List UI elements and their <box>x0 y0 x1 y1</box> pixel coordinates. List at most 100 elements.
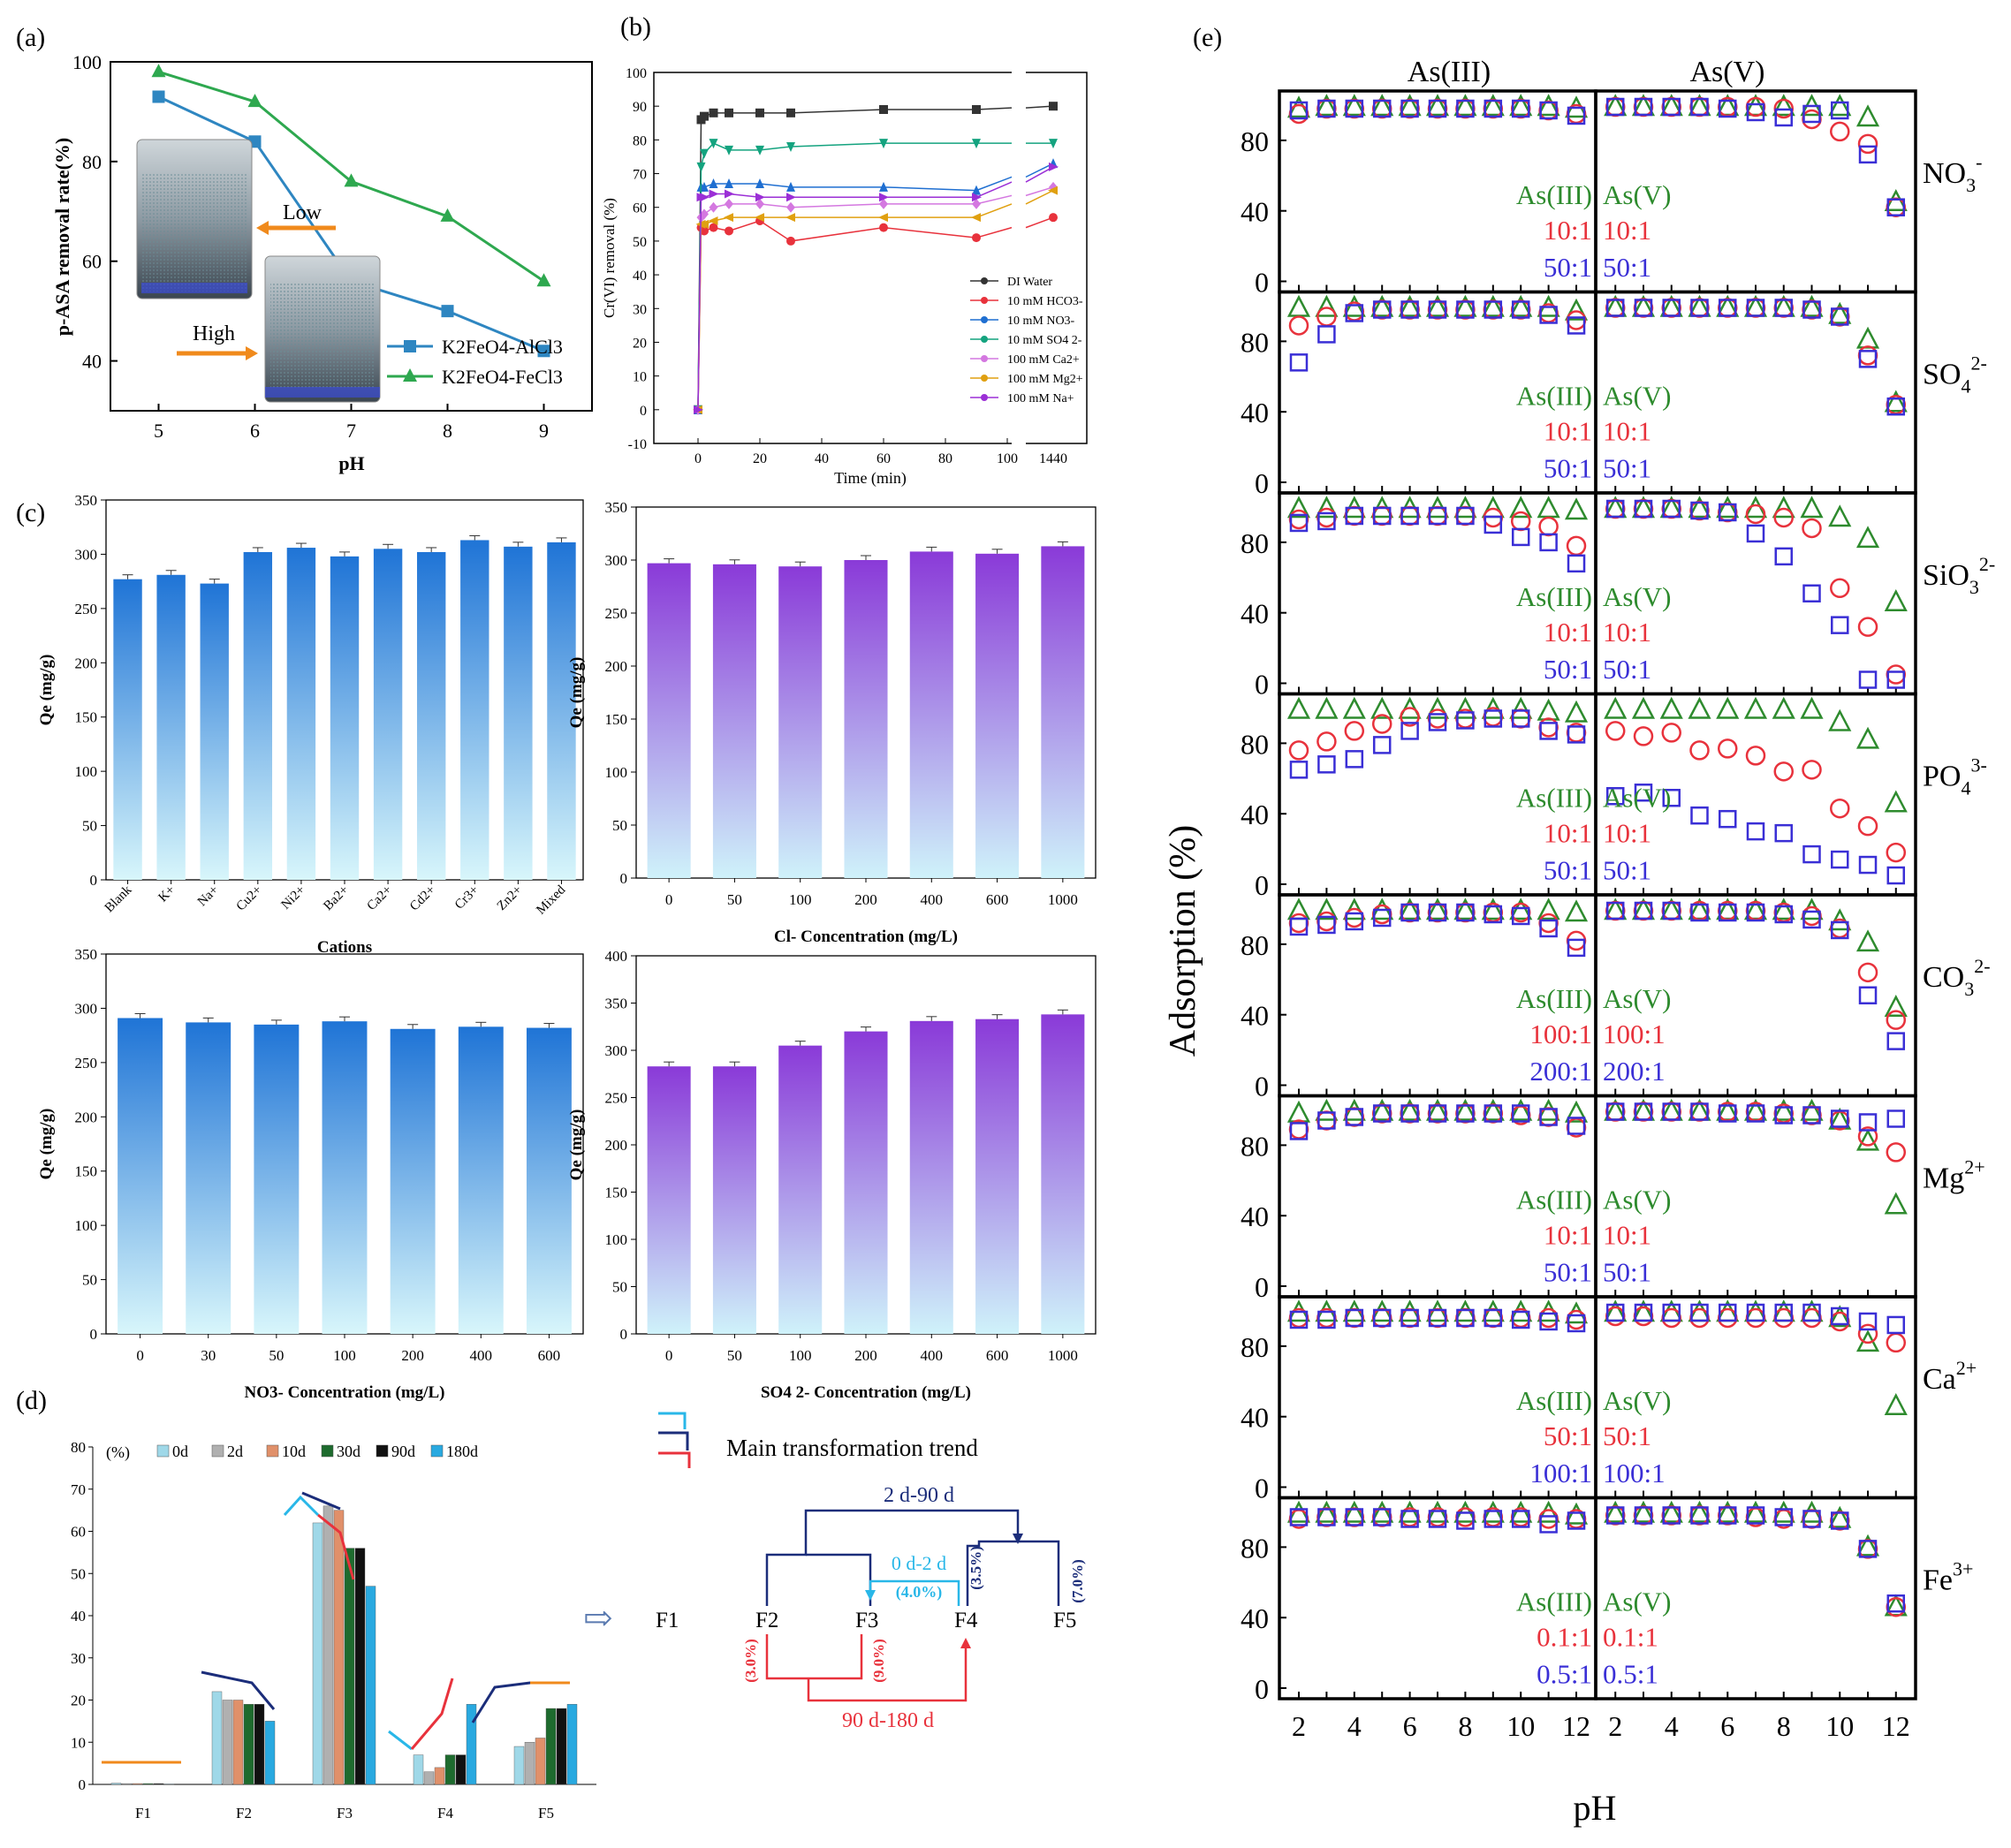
ion-label: NO3- <box>1923 151 1982 196</box>
legend-ratio-red: 10:1 <box>1603 818 1651 849</box>
legend-asIII-asV: As(V) <box>1603 1587 1672 1617</box>
marker-blue <box>1511 709 1530 728</box>
marker-red <box>1566 535 1587 557</box>
bar <box>647 563 691 878</box>
marker-red <box>1538 717 1559 738</box>
marker-blue <box>1802 300 1821 319</box>
marker-blue <box>1428 300 1447 319</box>
x-tick-label: 6 <box>1403 1710 1417 1742</box>
ion-base: NO <box>1923 157 1966 190</box>
data-point <box>696 162 706 172</box>
marker-blue <box>1539 1515 1558 1534</box>
marker-blue <box>1605 97 1625 117</box>
x-tick-label: Ca2+ <box>365 883 395 913</box>
panel-a-legend: K2FeO4-AlCl3 K2FeO4-FeCl3 <box>387 336 563 388</box>
marker-blue <box>1605 901 1625 920</box>
marker-red <box>1830 578 1850 599</box>
y-tick-label: 300 <box>605 1042 628 1059</box>
y-tick-label: 0 <box>1255 669 1269 701</box>
x-tick-label: Blank <box>102 882 135 915</box>
y-tick-label: 50 <box>82 818 97 835</box>
marker-green <box>1659 1500 1683 1523</box>
marker-blue <box>1317 325 1336 344</box>
data-point <box>972 198 981 209</box>
marker-red <box>1802 905 1822 927</box>
legend-ratio-blue: 100:1 <box>1529 1458 1592 1488</box>
y-tick-label: 0 <box>90 872 98 889</box>
marker-red <box>1886 197 1907 217</box>
marker-blue <box>1511 1310 1530 1329</box>
marker-green <box>1342 1500 1366 1523</box>
legend-ratio-blue: 50:1 <box>1603 855 1651 886</box>
marker-blue <box>1802 584 1821 603</box>
marker-blue <box>1746 299 1765 317</box>
legend-marker <box>981 355 988 362</box>
panel-b-axes: -10 0 10 20 30 40 50 60 70 80 90 100 0 20 40 60 80 100 144… <box>626 66 1067 466</box>
marker-blue <box>1456 903 1475 922</box>
legend-label-1: K2FeO4-FeCl3 <box>442 366 563 388</box>
marker-blue <box>1400 722 1419 740</box>
y-tick-label: 0 <box>620 870 628 887</box>
y-tick-label: 300 <box>605 552 628 569</box>
bar <box>524 1742 535 1785</box>
series-line-0 <box>697 109 976 410</box>
legend-ratio-blue: 50:1 <box>1544 453 1592 484</box>
label-7pct: (7.0%) <box>1069 1559 1086 1603</box>
y-tick-label: 200 <box>605 658 628 675</box>
marker-green <box>1564 497 1589 520</box>
panel-d-axes: 0 10 20 30 40 50 60 70 80 F1 F2 F3 F4 F5 <box>71 1439 596 1821</box>
marker-blue <box>1605 1102 1625 1121</box>
marker-blue <box>1634 784 1653 802</box>
marker-red <box>1317 911 1337 932</box>
x-tick-label: Cd2+ <box>407 883 438 914</box>
data-point <box>700 193 710 202</box>
data-point <box>151 64 166 78</box>
marker-green <box>1800 294 1824 317</box>
legend-ratio-blue: 100:1 <box>1603 1458 1666 1488</box>
marker-red <box>1802 1307 1822 1329</box>
marker-blue <box>1858 986 1878 1005</box>
legend-ratio-red: 100:1 <box>1529 1019 1592 1049</box>
marker-green <box>1481 1500 1505 1523</box>
bar <box>535 1738 546 1785</box>
legend-asIII-asV: As(V) <box>1603 1185 1672 1216</box>
ion-base: CO <box>1923 961 1964 994</box>
marker-green <box>1509 1500 1533 1523</box>
bar <box>712 1066 756 1334</box>
marker-green <box>1828 708 1852 731</box>
legend-swatch <box>156 1444 170 1458</box>
marker-blue <box>1539 101 1558 120</box>
marker-blue <box>1511 99 1530 118</box>
y-tick-label: 80 <box>1241 728 1269 760</box>
legend-ratio-blue: 50:1 <box>1603 252 1651 283</box>
data-point <box>700 111 709 121</box>
data-point <box>972 105 981 114</box>
marker-blue <box>1718 299 1737 317</box>
marker-green <box>1509 294 1533 317</box>
data-point <box>1049 139 1058 149</box>
ion-base: PO <box>1923 760 1961 792</box>
series-line-2 <box>1025 163 1054 178</box>
marker-red <box>1857 1126 1878 1147</box>
bar <box>909 1020 953 1334</box>
marker-blue <box>1428 713 1447 731</box>
label-9pct: (9.0%) <box>870 1639 887 1683</box>
marker-green <box>1855 929 1880 952</box>
marker-green <box>1370 696 1394 719</box>
marker-green <box>1509 1098 1533 1121</box>
y-tick-label: 250 <box>605 1090 628 1107</box>
marker-blue <box>1662 901 1681 920</box>
marker-red <box>1802 518 1822 539</box>
marker-blue <box>1289 101 1309 120</box>
y-tick-label: 20 <box>71 1693 86 1709</box>
y-tick-label: 40 <box>1241 799 1269 830</box>
y-tick-label: 100 <box>626 66 647 81</box>
panel-b-frame <box>653 72 1088 444</box>
y-tick-label: 100 <box>75 763 98 780</box>
axis-break <box>1012 438 1026 449</box>
marker-green <box>1481 94 1505 117</box>
panel-c-chart-4: 0 50 100 150 200 250 300 350 400 0 50 100 200 400 600 1… <box>567 948 1097 1402</box>
marker-blue <box>1718 1506 1737 1525</box>
legend-label-1: 2d <box>227 1443 243 1460</box>
